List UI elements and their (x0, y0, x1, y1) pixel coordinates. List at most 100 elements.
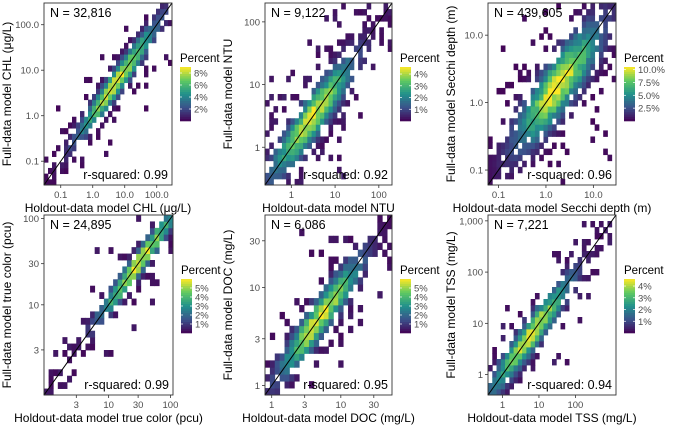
histogram-cell (539, 87, 544, 95)
colorbar-step (181, 315, 192, 318)
histogram-cell (320, 118, 325, 125)
histogram-cell (323, 318, 329, 327)
histogram-cell (152, 65, 157, 72)
histogram-cell (349, 63, 355, 71)
histogram-cell (348, 284, 354, 292)
colorbar-step (624, 279, 635, 282)
histogram-cell (122, 272, 128, 280)
histogram-cell (543, 9, 549, 16)
histogram-cell (526, 106, 532, 113)
legend-tick-label: 1% (414, 320, 428, 331)
histogram-cell (543, 148, 549, 156)
histogram-cell (338, 270, 344, 278)
histogram-cell (560, 51, 566, 58)
histogram-cell (279, 360, 285, 368)
histogram-cell (564, 269, 570, 276)
histogram-cell (526, 75, 532, 83)
histogram-cell (526, 347, 532, 354)
colorbar-step (400, 105, 411, 108)
histogram-cell (552, 142, 557, 149)
histogram-cell (289, 332, 295, 341)
histogram-cell (88, 105, 93, 112)
histogram-cell (149, 227, 155, 235)
histogram-cell (522, 317, 527, 324)
colorbar-step (400, 112, 411, 115)
histogram-cell (328, 94, 334, 101)
histogram-cell (341, 63, 346, 71)
histogram-cell (315, 130, 321, 137)
y-tick-label: 100 (467, 268, 483, 279)
histogram-cell (290, 154, 296, 162)
colorbar-step (624, 299, 635, 302)
histogram-cell (324, 118, 329, 125)
histogram-cell (273, 148, 279, 156)
colorbar-step (180, 78, 191, 81)
histogram-cell (277, 94, 283, 101)
histogram-cell (586, 27, 591, 34)
histogram-cell (500, 148, 506, 156)
histogram-cell (338, 311, 344, 320)
histogram-cell (377, 291, 383, 299)
histogram-cell (338, 263, 344, 271)
colorbar-step (180, 71, 191, 75)
histogram-cell (586, 63, 591, 71)
histogram-cell (100, 105, 105, 112)
histogram-cell (281, 148, 287, 156)
histogram-cell (556, 63, 561, 71)
histogram-cell (333, 284, 339, 292)
histogram-cell (556, 281, 561, 288)
histogram-cell (103, 350, 109, 357)
x-axis-label: Holdout-data model NTU (262, 201, 395, 215)
histogram-cell (328, 106, 334, 113)
histogram-cell (569, 45, 574, 52)
histogram-cell (56, 145, 61, 152)
histogram-cell (564, 87, 570, 95)
histogram-cell (116, 54, 121, 61)
histogram-cell (577, 94, 583, 101)
histogram-cell (530, 87, 536, 95)
histogram-cell (522, 124, 527, 131)
histogram-cell (352, 277, 359, 285)
histogram-cell (598, 3, 604, 10)
histogram-cell (88, 99, 93, 106)
histogram-cell (298, 136, 304, 143)
histogram-cell (556, 69, 561, 77)
histogram-cell (136, 37, 141, 44)
histogram-cell (370, 63, 376, 71)
colorbar-step (624, 71, 635, 75)
colorbar-step (400, 312, 411, 316)
histogram-cell (564, 63, 570, 71)
colorbar-step (624, 85, 635, 88)
histogram-cell (343, 270, 349, 278)
histogram-cell (509, 118, 514, 125)
histogram-cell (517, 130, 523, 137)
colorbar-step (400, 317, 411, 320)
histogram-cell (136, 272, 142, 280)
histogram-cell (539, 69, 544, 77)
histogram-cell (569, 251, 574, 258)
histogram-cell (556, 287, 561, 294)
colorbar-step (400, 91, 411, 95)
histogram-cell (581, 39, 587, 46)
histogram-cell (586, 9, 591, 16)
histogram-cell (547, 112, 553, 119)
colorbar-step (624, 91, 635, 95)
histogram-cell (353, 45, 359, 52)
histogram-cell (336, 154, 342, 162)
histogram-cell (315, 118, 321, 125)
histogram-cell (552, 305, 557, 312)
n-annotation: N = 439,605 (494, 6, 563, 20)
histogram-cell (517, 100, 523, 107)
histogram-cell (307, 75, 312, 83)
histogram-cell (517, 371, 523, 378)
histogram-cell (140, 240, 146, 248)
histogram-cell (543, 75, 549, 83)
histogram-cell (104, 76, 109, 84)
histogram-cell (289, 360, 295, 368)
histogram-cell (132, 48, 137, 55)
histogram-cell (284, 374, 290, 382)
histogram-cell (611, 75, 617, 83)
histogram-cell (313, 346, 320, 354)
colorbar-step (180, 91, 191, 95)
histogram-cell (603, 45, 608, 52)
